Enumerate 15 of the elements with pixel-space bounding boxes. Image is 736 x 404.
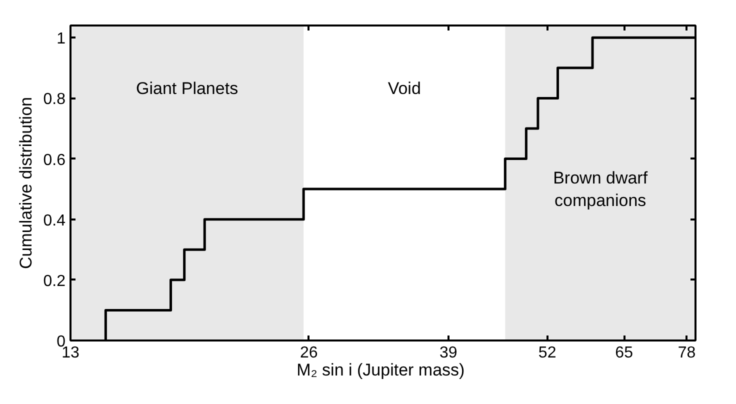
y-tick-label: 1 [56, 30, 66, 48]
band-label: Giant Planets [136, 79, 238, 98]
x-tick-label: 78 [678, 344, 696, 362]
y-tick-label: 0.4 [43, 212, 66, 230]
y-axis-title: Cumulative distribution [16, 97, 36, 269]
x-tick-label: 52 [538, 344, 556, 362]
x-axis-title: M₂ sin i (Jupiter mass) [296, 360, 465, 380]
y-tick-label: 0.8 [43, 91, 66, 108]
y-tick-label: 0.6 [43, 152, 66, 169]
y-tick-label: 0.2 [43, 272, 66, 290]
annotation: Void [388, 79, 421, 98]
x-tick-label: 26 [300, 344, 318, 362]
band-label: Brown dwarf companions [553, 168, 648, 210]
x-tick-label: 65 [615, 344, 634, 362]
x-tick-label: 39 [439, 344, 458, 362]
